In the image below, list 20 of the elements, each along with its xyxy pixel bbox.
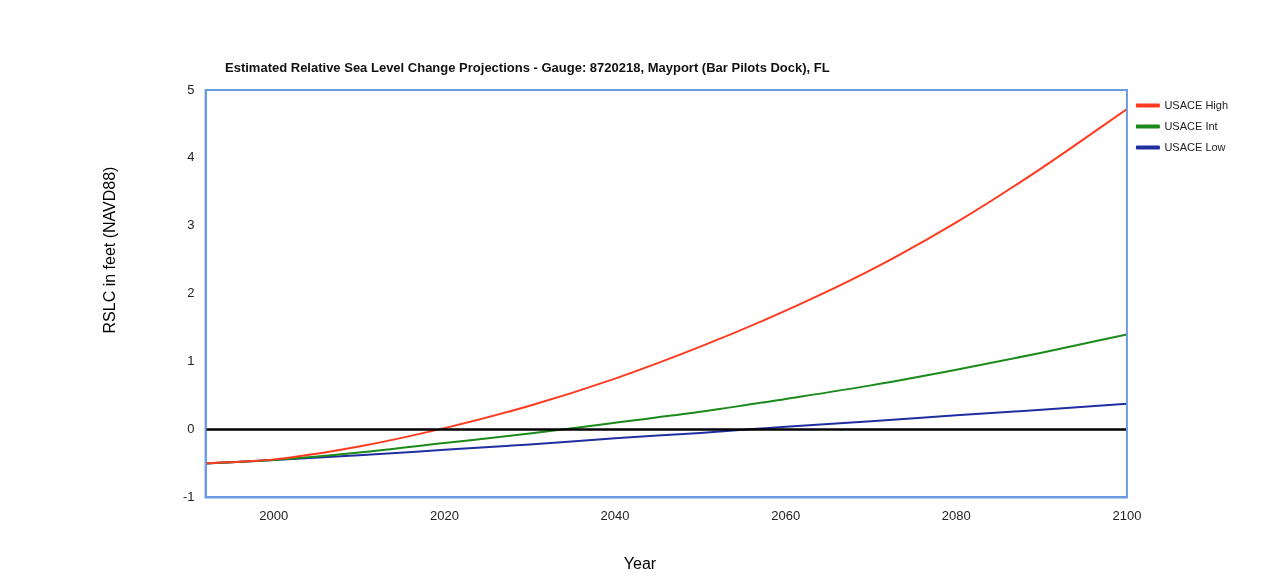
y-tick-label: 0 xyxy=(187,421,195,437)
x-tick-label: 2020 xyxy=(429,507,459,523)
y-tick-label: 4 xyxy=(187,149,195,165)
y-tick-label: 2 xyxy=(187,285,195,301)
y-tick-label: 1 xyxy=(187,353,195,369)
legend-label: USACE Low xyxy=(1164,140,1226,153)
legend-label: USACE Int xyxy=(1164,119,1218,132)
y-axis-title: RSLC in feet (NAVD88) xyxy=(101,166,119,334)
x-axis-title: Year xyxy=(623,555,657,573)
x-tick-label: 2060 xyxy=(771,507,801,523)
y-tick-label: -1 xyxy=(183,488,195,504)
x-tick-label: 2100 xyxy=(1112,507,1142,523)
y-tick-label: 3 xyxy=(187,217,195,233)
legend-label: USACE High xyxy=(1164,98,1228,111)
x-tick-label: 2000 xyxy=(259,507,289,523)
x-tick-label: 2040 xyxy=(600,507,630,523)
y-tick-label: 5 xyxy=(187,81,195,97)
x-tick-label: 2080 xyxy=(941,507,971,523)
line-series xyxy=(205,108,1127,465)
chart-title: Estimated Relative Sea Level Change Projections - Gauge: 8720218, Mayport (Bar Pilots Dock), FL xyxy=(225,60,830,75)
